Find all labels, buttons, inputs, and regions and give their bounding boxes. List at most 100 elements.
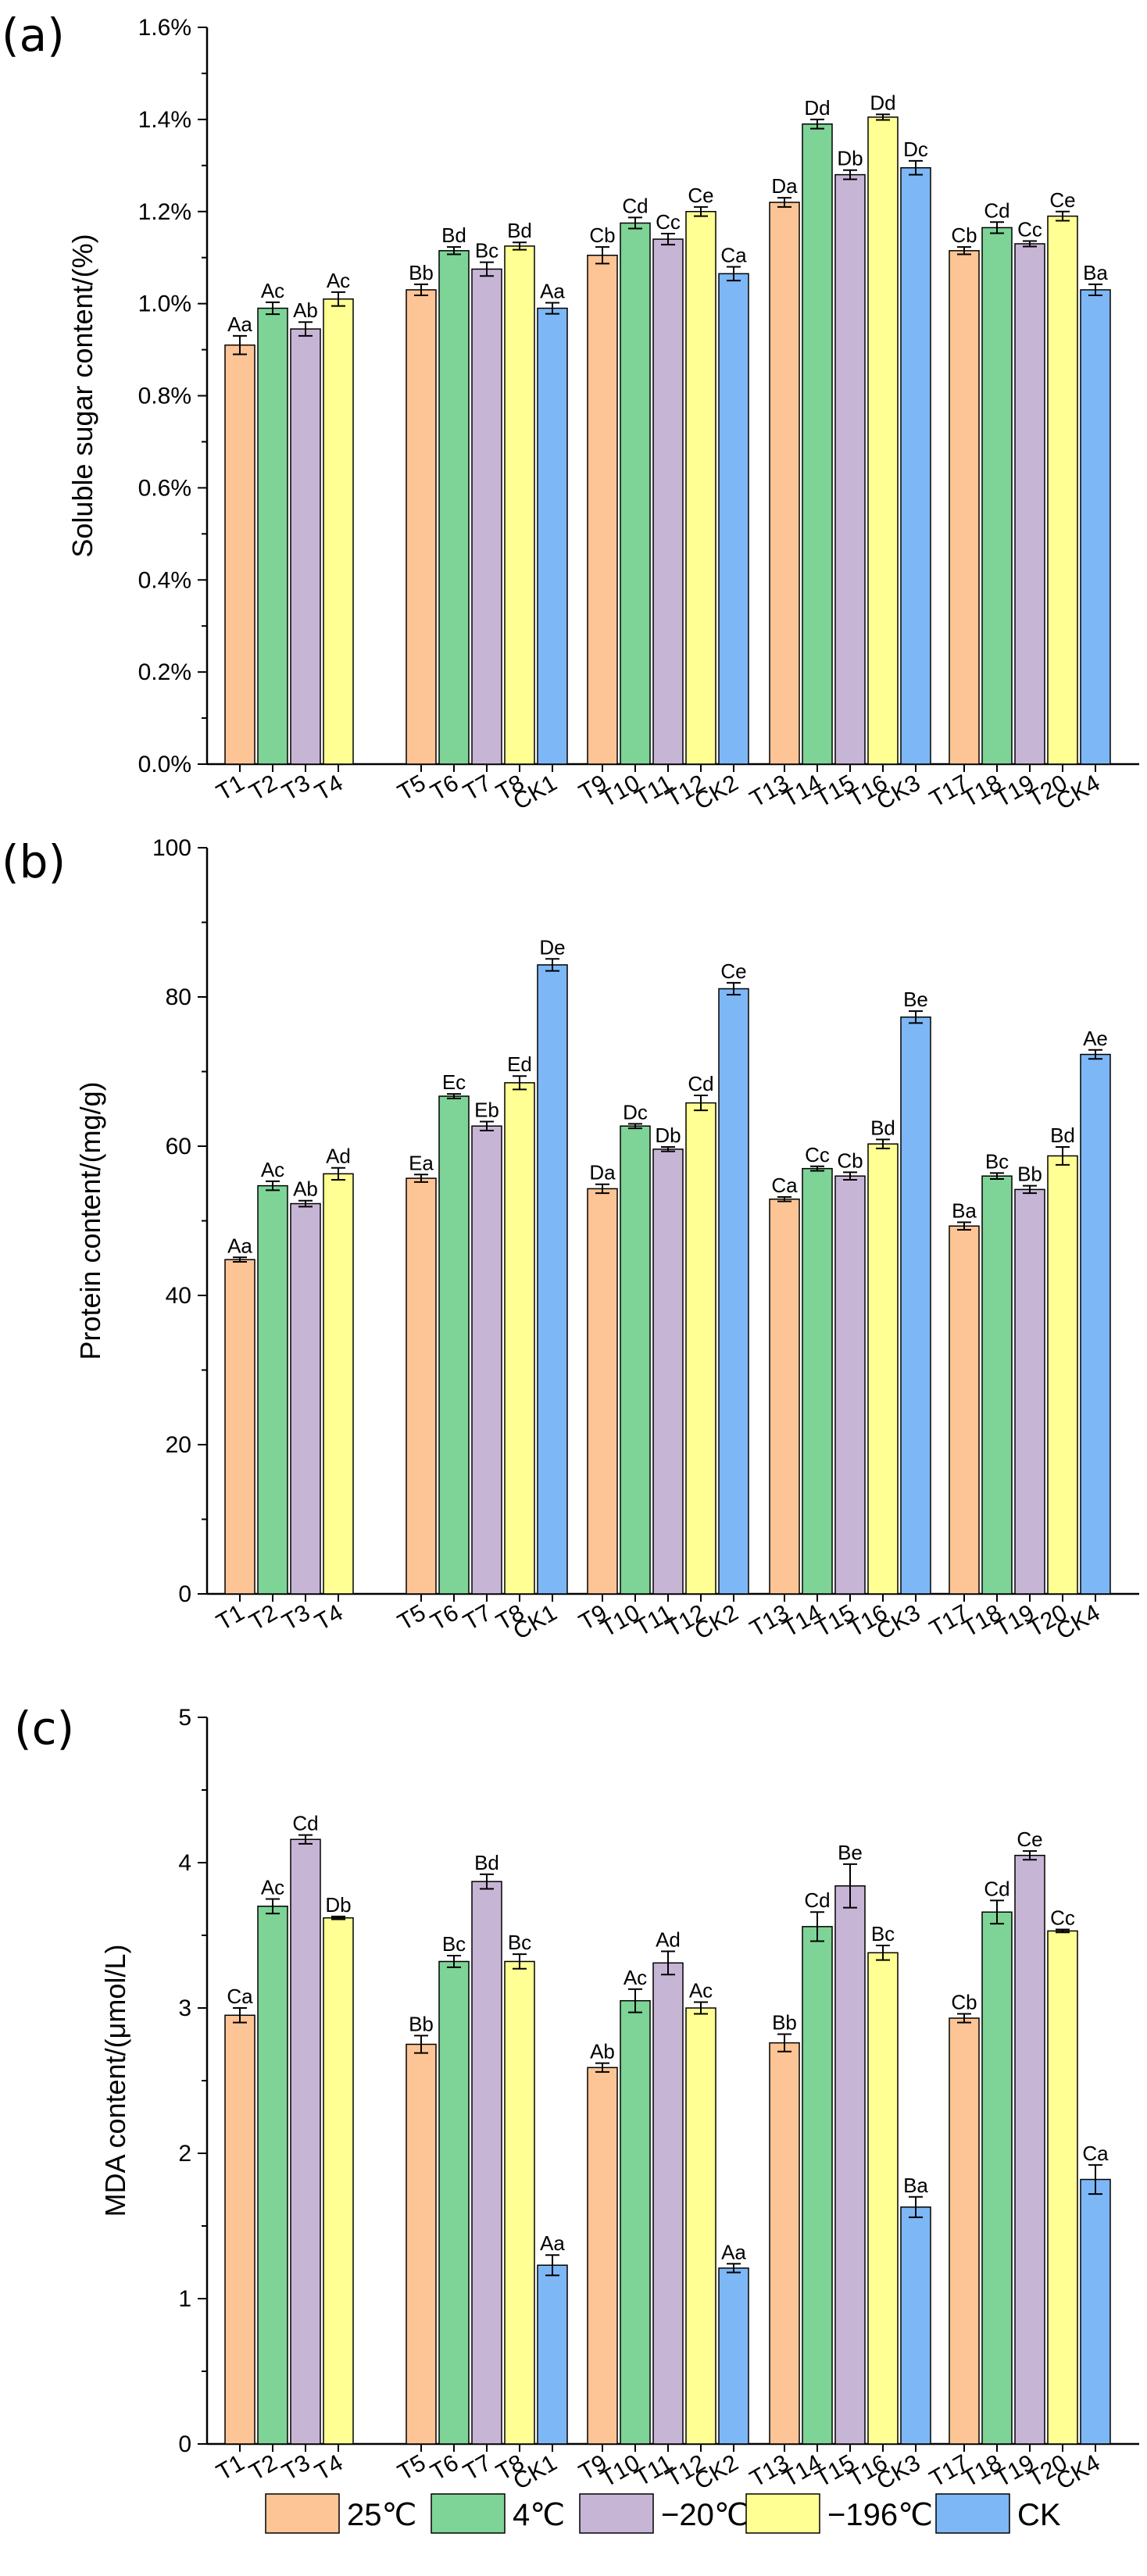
bar bbox=[406, 1177, 437, 1595]
x-tick-label: T7 bbox=[459, 770, 496, 806]
bar-label: Ce bbox=[720, 959, 746, 983]
bar bbox=[769, 202, 800, 765]
bar-label: Ce bbox=[688, 184, 713, 207]
y-tick-label: 80 bbox=[166, 984, 191, 1010]
y-tick-label: 0.8% bbox=[138, 384, 191, 409]
x-tick-label: T3 bbox=[278, 2449, 315, 2485]
bar-label: Bd bbox=[474, 1851, 499, 1874]
bar bbox=[652, 1149, 684, 1595]
legend-label: −196℃ bbox=[827, 2498, 933, 2532]
y-tick-label: 1.6% bbox=[138, 15, 191, 41]
bar-label: Db bbox=[325, 1893, 351, 1917]
panel-a: (a) Soluble sugar content/(%) 0.0% 0.2% 0.4%… bbox=[2, 9, 1139, 815]
y-tick-label: 0.0% bbox=[138, 752, 191, 777]
bar bbox=[406, 289, 437, 765]
bar bbox=[323, 1173, 354, 1595]
bar bbox=[802, 1167, 833, 1595]
legend-label: −20℃ bbox=[661, 2498, 749, 2532]
bar-label: Ca bbox=[1082, 2142, 1109, 2165]
bar-label: Cb bbox=[837, 1149, 863, 1172]
bar bbox=[867, 1143, 899, 1595]
bar bbox=[652, 238, 684, 765]
y-tick-label: 60 bbox=[166, 1134, 191, 1159]
bar-label: Cd bbox=[622, 194, 648, 217]
bar bbox=[587, 2067, 618, 2445]
bar-label: Ac bbox=[261, 1876, 284, 1899]
y-tick-label: 100 bbox=[152, 835, 191, 861]
x-tick-label: T4 bbox=[311, 1599, 348, 1635]
panel-label: (b) bbox=[2, 835, 66, 888]
bar-label: Cb bbox=[951, 1990, 977, 2013]
panel-label: (c) bbox=[14, 1702, 74, 1755]
bar bbox=[438, 250, 470, 765]
bar-label: Ba bbox=[903, 2174, 928, 2197]
bar-label: Bc bbox=[475, 239, 498, 263]
bar bbox=[620, 1125, 651, 1595]
bar bbox=[290, 328, 321, 765]
bar-label: Ba bbox=[1083, 261, 1108, 284]
bar-label: Dc bbox=[903, 138, 928, 161]
bar bbox=[504, 1960, 535, 2445]
bar bbox=[981, 1175, 1013, 1595]
bar bbox=[900, 1016, 931, 1595]
bar-label: Ad bbox=[326, 1145, 351, 1168]
legend-label: CK bbox=[1017, 2498, 1061, 2532]
x-tick-label: T4 bbox=[311, 770, 348, 806]
bar bbox=[1014, 243, 1045, 765]
y-tick-label: 2 bbox=[178, 2141, 191, 2167]
bar-label: Ce bbox=[1049, 188, 1075, 212]
bar bbox=[406, 2043, 437, 2445]
bar-label: Be bbox=[838, 1841, 863, 1864]
legend-swatch bbox=[935, 2493, 1010, 2534]
bar bbox=[981, 227, 1013, 765]
bar-label: Bb bbox=[409, 261, 434, 284]
bar-label: Ce bbox=[1017, 1827, 1042, 1851]
bar-label: Ad bbox=[656, 1928, 681, 1951]
bar-label: Aa bbox=[540, 2231, 565, 2255]
bar-label: Cc bbox=[1017, 217, 1042, 241]
legend-swatch bbox=[431, 2493, 506, 2534]
bar bbox=[1047, 1930, 1078, 2445]
bar bbox=[1014, 1188, 1045, 1595]
x-tick-label: T6 bbox=[427, 770, 463, 806]
y-tick-label: 0 bbox=[178, 1581, 191, 1607]
x-tick-label: T1 bbox=[213, 1599, 249, 1635]
legend-label: 25℃ bbox=[347, 2498, 416, 2532]
y-tick-label: 1.0% bbox=[138, 291, 191, 317]
bar bbox=[471, 1881, 502, 2445]
bar bbox=[257, 1184, 288, 1595]
bar-label: Ac bbox=[689, 1979, 713, 2003]
x-tick-label: T7 bbox=[459, 1599, 496, 1635]
bar bbox=[769, 2042, 800, 2445]
x-tick-label: T1 bbox=[213, 2449, 249, 2485]
bar-label: De bbox=[539, 935, 565, 959]
bar bbox=[438, 1960, 470, 2445]
bar-label: Bc bbox=[442, 1932, 466, 1956]
bar bbox=[949, 2017, 980, 2445]
y-axis-label: Soluble sugar content/(%) bbox=[66, 234, 98, 557]
bar-label: Cd bbox=[292, 1812, 318, 1835]
y-tick-label: 1.2% bbox=[138, 199, 191, 225]
bar bbox=[802, 123, 833, 765]
x-tick-label: T2 bbox=[245, 1599, 282, 1635]
bar-label: Ca bbox=[720, 243, 747, 266]
bar-label: Da bbox=[589, 1161, 616, 1184]
bar-label: Aa bbox=[721, 2240, 746, 2263]
y-tick-label: 0.2% bbox=[138, 659, 191, 685]
bar-label: Ac bbox=[327, 269, 350, 292]
bar-label: Da bbox=[771, 174, 798, 198]
x-tick-label: T5 bbox=[394, 1599, 431, 1635]
bar bbox=[224, 2014, 255, 2445]
bar-label: Ab bbox=[293, 1177, 318, 1201]
bar-label: Bc bbox=[985, 1149, 1009, 1173]
bar-label: Cc bbox=[656, 210, 681, 234]
bar-label: Ac bbox=[261, 279, 284, 302]
x-tick-label: T6 bbox=[427, 1599, 463, 1635]
x-tick-label: T4 bbox=[311, 2449, 348, 2485]
x-tick-label: T1 bbox=[213, 770, 249, 806]
bar bbox=[802, 1926, 833, 2445]
bar bbox=[949, 250, 980, 765]
bar bbox=[537, 964, 568, 1595]
bar bbox=[1080, 2178, 1111, 2445]
